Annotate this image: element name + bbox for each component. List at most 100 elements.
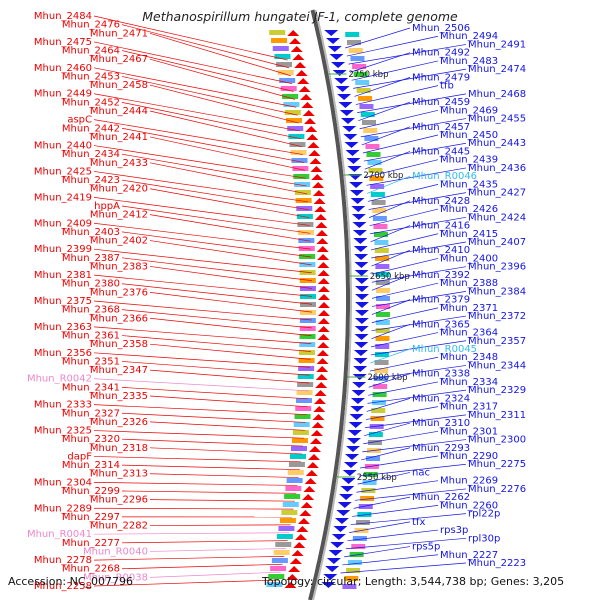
function-box-left bbox=[291, 446, 307, 451]
function-box-left bbox=[292, 166, 308, 171]
plus-gene-arrow bbox=[349, 182, 363, 188]
function-box-left bbox=[300, 286, 316, 291]
function-box-left bbox=[285, 486, 301, 491]
function-box-right bbox=[361, 112, 375, 117]
genome-title: Methanospirillum hungatei JF-1, complete… bbox=[0, 9, 600, 24]
gene-connector-left bbox=[122, 361, 310, 375]
minus-gene-arrow bbox=[309, 158, 321, 164]
gene-connector-left bbox=[94, 405, 306, 415]
plus-gene-arrow bbox=[353, 230, 367, 236]
gene-label-left: Mhun_2383 bbox=[90, 261, 148, 272]
gene-label-right: Mhun_2407 bbox=[468, 237, 526, 248]
minus-gene-arrow bbox=[310, 166, 322, 172]
scale-label: 2550 kbp bbox=[357, 473, 397, 483]
plus-gene-arrow bbox=[348, 430, 362, 436]
minus-gene-arrow bbox=[316, 374, 328, 380]
gene-label-left: Mhun_2282 bbox=[90, 521, 148, 532]
minus-gene-arrow bbox=[314, 206, 326, 212]
function-box-right bbox=[373, 216, 387, 221]
minus-gene-arrow bbox=[292, 550, 304, 556]
gene-connector-left bbox=[150, 344, 311, 359]
function-box-left bbox=[300, 318, 316, 323]
function-box-left bbox=[300, 278, 316, 283]
plus-gene-arrow bbox=[351, 198, 365, 204]
function-box-left bbox=[300, 294, 316, 299]
gene-label-right: Mhun_2468 bbox=[468, 89, 526, 100]
gene-label-right: Mhun_2455 bbox=[468, 114, 526, 125]
function-box-right bbox=[364, 136, 378, 141]
function-box-left bbox=[272, 558, 288, 563]
minus-gene-arrow bbox=[311, 174, 323, 180]
function-box-left bbox=[296, 206, 312, 211]
minus-gene-arrow bbox=[317, 342, 329, 348]
plus-gene-arrow bbox=[340, 486, 354, 492]
minus-gene-arrow bbox=[296, 70, 308, 76]
function-box-right bbox=[358, 96, 372, 101]
gene-label-right: nac bbox=[412, 467, 430, 478]
plus-gene-arrow bbox=[338, 102, 352, 108]
gene-label-right: Mhun_2384 bbox=[468, 286, 526, 297]
plus-gene-arrow bbox=[355, 294, 369, 300]
plus-gene-arrow bbox=[344, 142, 358, 148]
plus-gene-arrow bbox=[349, 422, 363, 428]
minus-gene-arrow bbox=[314, 198, 326, 204]
plus-gene-arrow bbox=[355, 270, 369, 276]
minus-gene-arrow bbox=[318, 326, 330, 332]
plus-gene-arrow bbox=[343, 134, 357, 140]
plus-gene-arrow bbox=[336, 510, 350, 516]
minus-gene-arrow bbox=[309, 150, 321, 156]
plus-gene-arrow bbox=[350, 406, 364, 412]
function-box-left bbox=[280, 518, 296, 523]
gene-label-right: Mhun_2372 bbox=[468, 311, 526, 322]
function-box-right bbox=[345, 32, 359, 37]
minus-gene-arrow bbox=[318, 294, 330, 300]
function-box-left bbox=[289, 462, 305, 467]
minus-gene-arrow bbox=[316, 230, 328, 236]
minus-gene-arrow bbox=[317, 254, 329, 260]
gene-label-left: Mhun_2471 bbox=[90, 28, 148, 39]
plus-gene-arrow bbox=[338, 502, 352, 508]
gene-label-right: rps3p bbox=[440, 525, 468, 536]
plus-gene-arrow bbox=[341, 118, 355, 124]
minus-gene-arrow bbox=[292, 54, 304, 60]
function-box-right bbox=[356, 520, 370, 525]
gene-connector-left bbox=[150, 548, 286, 551]
function-box-left bbox=[278, 526, 294, 531]
gene-label-left: Mhun_2318 bbox=[90, 443, 148, 454]
gene-connector-left bbox=[150, 370, 309, 383]
plus-gene-arrow bbox=[326, 38, 340, 44]
gene-connector-left bbox=[122, 465, 300, 470]
function-box-left bbox=[274, 550, 290, 555]
minus-gene-arrow bbox=[301, 502, 313, 508]
minus-gene-arrow bbox=[318, 318, 330, 324]
minus-gene-arrow bbox=[318, 278, 330, 284]
minus-gene-arrow bbox=[304, 118, 316, 124]
function-box-right bbox=[362, 120, 376, 125]
function-box-left bbox=[274, 54, 290, 59]
gene-connector-left bbox=[150, 33, 291, 75]
function-box-left bbox=[284, 494, 300, 499]
plus-gene-arrow bbox=[327, 558, 341, 564]
gene-label-left: Mhun_2433 bbox=[90, 158, 148, 169]
plus-gene-arrow bbox=[330, 542, 344, 548]
function-box-right bbox=[367, 152, 381, 157]
function-box-left bbox=[295, 414, 311, 419]
function-box-right bbox=[376, 320, 390, 325]
gene-label-right: rps5p bbox=[412, 542, 440, 553]
minus-gene-arrow bbox=[305, 126, 317, 132]
plus-gene-arrow bbox=[352, 222, 366, 228]
plus-gene-arrow bbox=[346, 446, 360, 452]
plus-gene-arrow bbox=[342, 126, 356, 132]
gene-connector-left bbox=[150, 448, 302, 454]
gene-label-left: Mhun_2444 bbox=[90, 106, 148, 117]
gene-connector-left bbox=[122, 206, 310, 233]
function-box-right bbox=[367, 160, 381, 165]
gene-label-right: Mhun_2300 bbox=[468, 435, 526, 446]
gene-connector-left bbox=[150, 163, 307, 194]
plus-gene-arrow bbox=[325, 566, 339, 572]
function-box-right bbox=[357, 88, 371, 93]
plus-gene-arrow bbox=[336, 86, 350, 92]
function-box-right bbox=[347, 40, 361, 45]
gene-label-right: Mhun_2443 bbox=[468, 138, 526, 149]
